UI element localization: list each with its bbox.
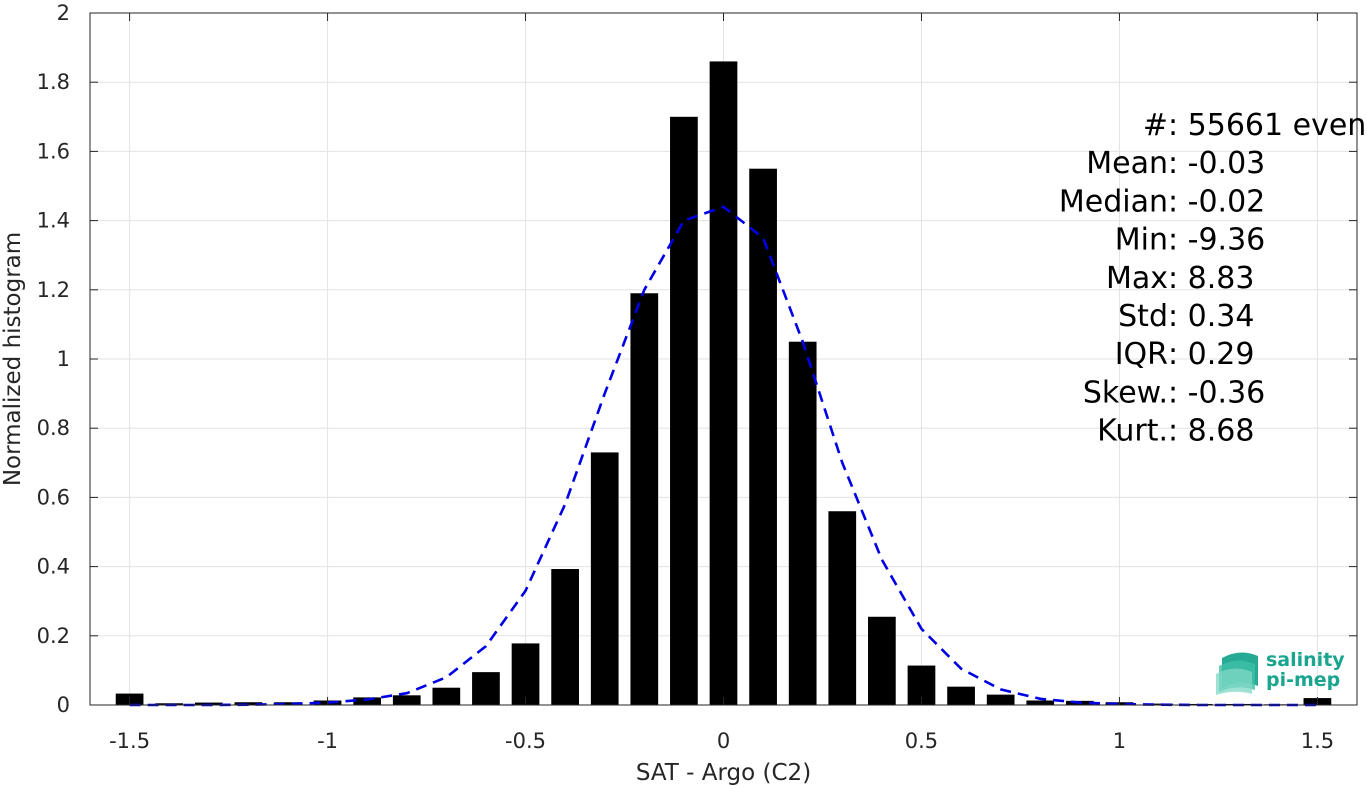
- stat-value: : 55661 events: [1168, 108, 1367, 143]
- histogram-bar: [392, 695, 421, 705]
- y-tick-label: 0: [57, 693, 70, 717]
- histogram-bar: [788, 341, 817, 705]
- histogram-bar: [472, 672, 500, 705]
- x-tick-label: -0.5: [505, 729, 546, 753]
- histogram-bar: [432, 687, 461, 705]
- histogram-bar: [986, 694, 1015, 705]
- histogram-bar: [353, 697, 382, 705]
- stat-label: #: [1143, 108, 1168, 143]
- y-tick-label: 2: [57, 1, 70, 25]
- stat-value: : -0.36: [1168, 375, 1265, 410]
- histogram-bar: [868, 616, 896, 705]
- x-tick-label: -1: [317, 729, 338, 753]
- x-tick-label: 0: [717, 729, 730, 753]
- stat-value: : 0.34: [1168, 299, 1254, 334]
- x-tick-label: -1.5: [109, 729, 150, 753]
- histogram-bar: [670, 116, 698, 706]
- stat-value: : 8.68: [1168, 414, 1254, 449]
- y-tick-label: 1.6: [37, 139, 70, 163]
- stat-label: Min: [1115, 223, 1168, 258]
- stat-label: IQR: [1115, 337, 1168, 372]
- stat-value: : -0.02: [1168, 184, 1265, 219]
- y-tick-label: 0.2: [37, 624, 70, 648]
- histogram-bar: [749, 168, 777, 705]
- y-tick-label: 0.4: [37, 555, 70, 579]
- logo-text-pi-mep: pi-mep: [1266, 669, 1340, 691]
- x-axis-label: SAT - Argo (C2): [636, 760, 811, 786]
- logo-text-salinity: salinity: [1266, 649, 1345, 671]
- histogram-bar: [551, 569, 579, 705]
- stat-value: : -9.36: [1168, 223, 1265, 258]
- y-tick-label: 1: [57, 347, 70, 371]
- stat-label: Median: [1059, 184, 1168, 219]
- histogram-bar: [1026, 700, 1055, 705]
- stat-label: Std: [1118, 299, 1168, 334]
- x-tick-label: 1: [1113, 729, 1126, 753]
- histogram-bars: [115, 61, 1332, 706]
- y-tick-label: 0.6: [37, 485, 70, 509]
- histogram-bar: [828, 511, 857, 705]
- histogram-bar: [274, 702, 302, 705]
- histogram-bar: [511, 643, 540, 705]
- y-axis-ticks: 0 0.2 0.4 0.6 0.8 1 1.2 1.4 1.6 1.8 2: [37, 1, 1357, 717]
- stat-label: Max: [1106, 261, 1168, 296]
- y-tick-label: 0.8: [37, 416, 70, 440]
- waves-icon: [1216, 652, 1258, 695]
- x-tick-label: 1.5: [1301, 729, 1334, 753]
- y-tick-label: 1.2: [37, 278, 70, 302]
- x-tick-label: 0.5: [905, 729, 938, 753]
- stat-label: Mean: [1086, 146, 1168, 181]
- stat-value: : 0.29: [1168, 337, 1254, 372]
- y-tick-label: 1.8: [37, 70, 70, 94]
- histogram-bar: [947, 686, 975, 705]
- stat-value: : -0.03: [1168, 146, 1265, 181]
- stat-label: Skew.: [1083, 375, 1168, 410]
- stat-value: : 8.83: [1168, 261, 1254, 296]
- x-axis-ticks: -1.5 -1 -0.5 0 0.5 1 1.5: [109, 13, 1334, 753]
- histogram-bar: [709, 61, 738, 705]
- stat-label: Kurt.: [1097, 414, 1168, 449]
- histogram-bar: [630, 293, 659, 705]
- histogram-bar: [590, 452, 619, 705]
- histogram-bar: [1145, 703, 1173, 705]
- y-tick-label: 1.4: [37, 209, 70, 233]
- y-axis-label: Normalized histogram: [0, 232, 26, 486]
- salinity-pi-mep-logo: salinity pi-mep: [1216, 649, 1345, 695]
